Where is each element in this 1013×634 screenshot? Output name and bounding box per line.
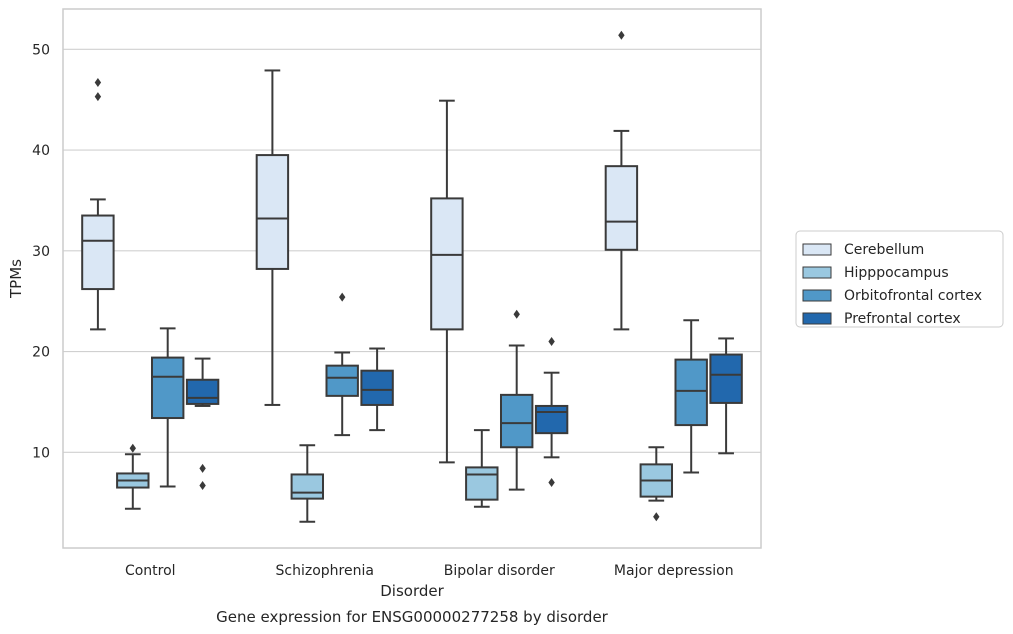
box-hipppocampus [116, 443, 150, 510]
chart-title: Gene expression for ENSG00000277258 by d… [216, 608, 609, 626]
y-tick-label: 20 [32, 345, 50, 361]
box-cerebellum [604, 30, 639, 331]
outlier-point [339, 292, 346, 302]
outlier-point [94, 78, 102, 88]
box-iqr [465, 466, 499, 501]
box-iqr [255, 154, 290, 270]
legend: Cerebellum Hipppocampus Orbitofrontal cort… [795, 230, 1004, 328]
x-tick-label: Major depression [614, 563, 734, 579]
outlier-point [94, 92, 102, 102]
boxes [81, 30, 743, 523]
y-tick-label: 30 [32, 244, 50, 260]
y-tick-label: 10 [32, 445, 50, 461]
legend-swatch [802, 266, 832, 279]
x-tick-labels: Control Schizophrenia Bipolar disorder Majo… [125, 563, 734, 579]
outlier-point [129, 443, 136, 453]
legend-entry-label: Prefrontal cortex [844, 311, 961, 327]
x-tick-label: Schizophrenia [276, 563, 374, 579]
box-iqr [185, 378, 220, 405]
box-hipppocampus [639, 446, 674, 522]
outlier-point [199, 463, 206, 473]
box-cerebellum [255, 69, 290, 406]
legend-swatch [802, 289, 832, 302]
x-tick-label: Control [125, 563, 176, 579]
box-iqr [534, 404, 569, 435]
box-prefrontal-cortex [360, 347, 394, 432]
legend-swatch [802, 312, 832, 325]
legend-swatch [802, 243, 832, 256]
y-tick-label: 40 [32, 143, 50, 159]
y-axis-label: TPMs [7, 259, 25, 299]
box-orbitofrontal-cortex [150, 327, 185, 488]
box-iqr [604, 165, 639, 251]
box-prefrontal-cortex [185, 357, 220, 491]
box-iqr [290, 473, 325, 500]
outlier-point [513, 309, 520, 319]
outlier-point [548, 336, 555, 346]
grid-lines [63, 48, 761, 453]
box-iqr [360, 369, 394, 406]
box-iqr [81, 214, 115, 291]
box-hipppocampus [465, 429, 499, 508]
legend-frame [795, 230, 1004, 328]
box-cerebellum [430, 99, 464, 464]
box-cerebellum [81, 78, 115, 331]
box-prefrontal-cortex [709, 337, 743, 455]
box-iqr [709, 353, 743, 404]
outlier-point [653, 512, 660, 522]
legend-entry-label: Hipppocampus [844, 265, 949, 281]
legend-entry-label: Orbitofrontal cortex [844, 288, 982, 304]
box-iqr [325, 364, 359, 397]
box-iqr [430, 197, 464, 331]
box-orbitofrontal-cortex [325, 292, 359, 437]
x-tick-label: Bipolar disorder [444, 563, 555, 579]
outlier-point [548, 478, 555, 488]
box-hipppocampus [290, 444, 325, 523]
y-tick-labels: 10 20 30 40 50 [32, 42, 50, 461]
box-orbitofrontal-cortex [674, 319, 708, 474]
outlier-point [618, 30, 625, 40]
box-prefrontal-cortex [534, 336, 569, 488]
box-orbitofrontal-cortex [499, 309, 534, 491]
box-iqr [674, 358, 708, 427]
plot-frame [62, 8, 762, 549]
x-axis-label: Disorder [380, 582, 444, 600]
outlier-point [199, 481, 206, 491]
y-tick-label: 50 [32, 42, 50, 58]
box-iqr [150, 356, 185, 420]
box-iqr [499, 393, 534, 449]
legend-entry-label: Cerebellum [844, 242, 924, 258]
